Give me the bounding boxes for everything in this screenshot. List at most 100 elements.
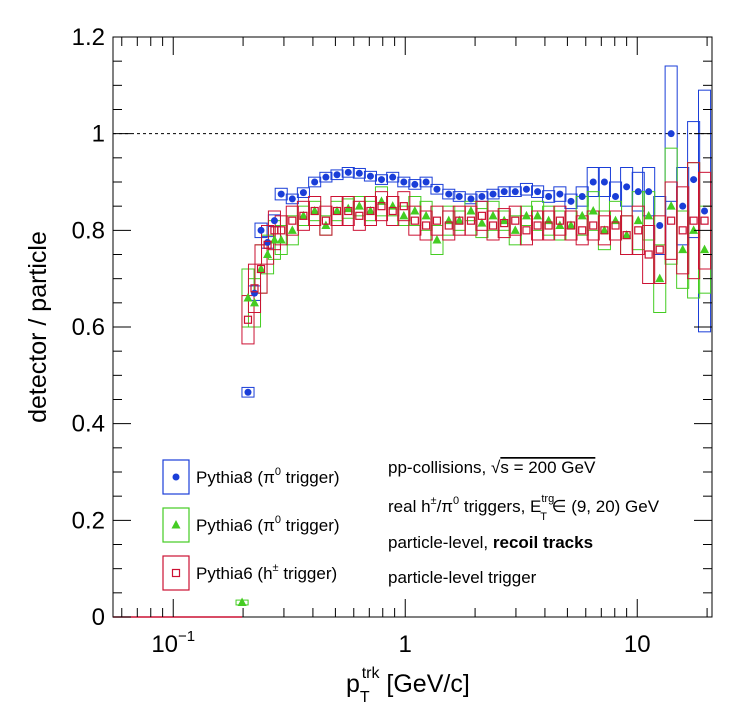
pythia6_pi0-marker — [243, 293, 253, 302]
pythia6_h-marker — [444, 221, 453, 230]
legend-swatch-pythia8_pi0 — [162, 459, 190, 495]
pythia8_pi0-marker — [270, 217, 278, 225]
legend-label-pythia6_pi0: Pythia6 (π0 trigger) — [196, 514, 340, 535]
legend: Pythia8 (π0 trigger) Pythia6 (π0 trigger)… — [162, 459, 340, 591]
pythia6_h-marker — [388, 206, 397, 216]
y-axis-label: detector / particle — [24, 231, 52, 423]
x-axis-label-sup: trk — [362, 665, 381, 682]
pythia8_pi0-marker — [634, 188, 642, 196]
pythia6_h-sys-box — [497, 208, 511, 239]
pythia8_pi0-sys-box — [419, 176, 433, 188]
pythia6_h-marker — [600, 226, 609, 235]
pythia6_pi0-marker — [237, 597, 247, 606]
pythia6_h-marker — [270, 226, 279, 235]
pythia6_h-marker — [578, 226, 587, 235]
pythia8_pi0-marker — [322, 173, 330, 181]
pythia6_h-marker — [344, 206, 353, 216]
pythia6_h-sys-box — [586, 210, 600, 241]
pythia8_pi0-marker — [411, 180, 419, 188]
pythia6_h-marker — [455, 216, 464, 225]
pythia6_pi0-marker — [510, 225, 520, 234]
pythia8_pi0-sys-box — [531, 185, 545, 198]
pythia6_h-marker — [410, 216, 419, 225]
reference-line-group — [113, 133, 712, 618]
pythia8_pi0-sys-box — [319, 171, 333, 183]
pythia6_h-sys-box — [553, 205, 567, 236]
pythia6_h-sys-box — [687, 162, 701, 280]
pythia6_pi0-marker — [678, 244, 688, 254]
pythia6_h-sys-box — [542, 210, 556, 241]
pythia6_h-marker — [533, 221, 542, 230]
pythia6_h-marker — [678, 226, 687, 235]
pythia6_h-marker — [277, 226, 286, 235]
pythia6_h-sys-box — [508, 205, 522, 236]
pythia8_pi0-marker — [433, 185, 441, 193]
pythia8_pi0-sys-box — [497, 186, 511, 197]
pythia6_pi0-marker — [566, 220, 576, 229]
y-tick-label: 0.8 — [72, 217, 105, 244]
pythia8_pi0-marker — [377, 176, 385, 184]
pythia8_pi0-marker — [667, 130, 675, 138]
annotation-level: particle-level, recoil tracks — [388, 533, 593, 552]
pythia8_pi0-marker — [344, 168, 352, 176]
pythia8_pi0-marker — [545, 193, 553, 200]
pythia6_pi0-marker — [298, 210, 308, 220]
pythia8_pi0-marker — [299, 189, 307, 197]
pythia8_pi0-marker — [612, 193, 620, 200]
pythia8_pi0-sys-box — [408, 179, 422, 190]
pythia8_pi0-sys-box — [330, 169, 344, 181]
pythia6_h-sys-box — [319, 205, 333, 236]
pythia6_pi0-marker — [421, 210, 431, 220]
pythia6_h-marker — [377, 202, 386, 211]
pythia8_pi0-marker — [333, 171, 341, 179]
pythia6_h-marker — [310, 206, 319, 216]
pythia8_pi0-sys-box — [285, 193, 299, 205]
pythia6_h-sys-box — [653, 215, 667, 284]
pythia6_pi0-marker — [599, 225, 609, 234]
pythia8_pi0-sys-box — [586, 167, 600, 197]
pythia6_pi0-marker — [410, 206, 420, 215]
pythia6_pi0-marker — [633, 215, 643, 225]
pythia8_pi0-marker — [311, 178, 319, 186]
annotation-trigger-level: particle-level trigger — [388, 568, 537, 587]
x-tick-label: 10 — [624, 631, 651, 658]
annotation-triggers: real h±/π0 triggers, Etrg T ∈ (9, 20) GeV — [388, 493, 660, 523]
y-tick-label: 0 — [92, 604, 105, 631]
pythia6_pi0-marker — [700, 244, 710, 254]
pythia8_pi0-marker — [366, 172, 374, 180]
pythia6_h-sys-box — [341, 196, 355, 226]
pythia6_pi0-marker — [466, 206, 476, 215]
annotation-collisions: pp-collisions, √s = 200 GeV — [388, 458, 596, 477]
legend-label-pythia8_pi0: Pythia8 (π0 trigger) — [196, 466, 340, 487]
pythia8_pi0-marker — [679, 202, 687, 210]
pythia8_pi0-sys-box — [486, 188, 500, 200]
pythia6_pi0-marker — [689, 225, 699, 234]
pythia6_h-marker — [667, 216, 676, 225]
pythia6_h-sys-box — [363, 196, 377, 226]
pythia6_h-marker — [366, 206, 375, 216]
pythia8_pi0-marker — [288, 195, 296, 203]
pythia6_h-marker — [622, 231, 631, 240]
pythia6_h-sys-box — [575, 215, 589, 246]
pythia8_pi0-sys-box — [352, 167, 366, 179]
pythia6_h-marker — [700, 216, 709, 225]
pythia6_h-marker — [299, 211, 308, 220]
x-tick-label: 10−1 — [151, 628, 195, 658]
pythia6_h-sys-box — [608, 210, 623, 241]
pythia6_pi0-marker — [521, 210, 531, 220]
pythia6_pi0-marker — [249, 297, 259, 307]
pythia6_pi0-marker — [399, 210, 409, 220]
pythia6_h-marker — [500, 218, 509, 228]
pythia6_h-marker — [655, 245, 664, 254]
pythia8_pi0-sys-box — [363, 170, 377, 182]
pythia6_h-marker — [634, 226, 643, 235]
legend-label-pythia6_h: Pythia6 (h± trigger) — [196, 562, 337, 583]
pythia6_h-marker — [477, 211, 486, 220]
pythia6_pi0-marker — [354, 201, 364, 210]
pythia6_h-sys-box — [676, 186, 690, 275]
pythia8_pi0-marker — [701, 207, 709, 215]
pythia8_pi0-marker — [257, 226, 265, 234]
pythia8_pi0-marker — [567, 197, 575, 205]
pythia8_pi0-marker — [445, 190, 453, 198]
